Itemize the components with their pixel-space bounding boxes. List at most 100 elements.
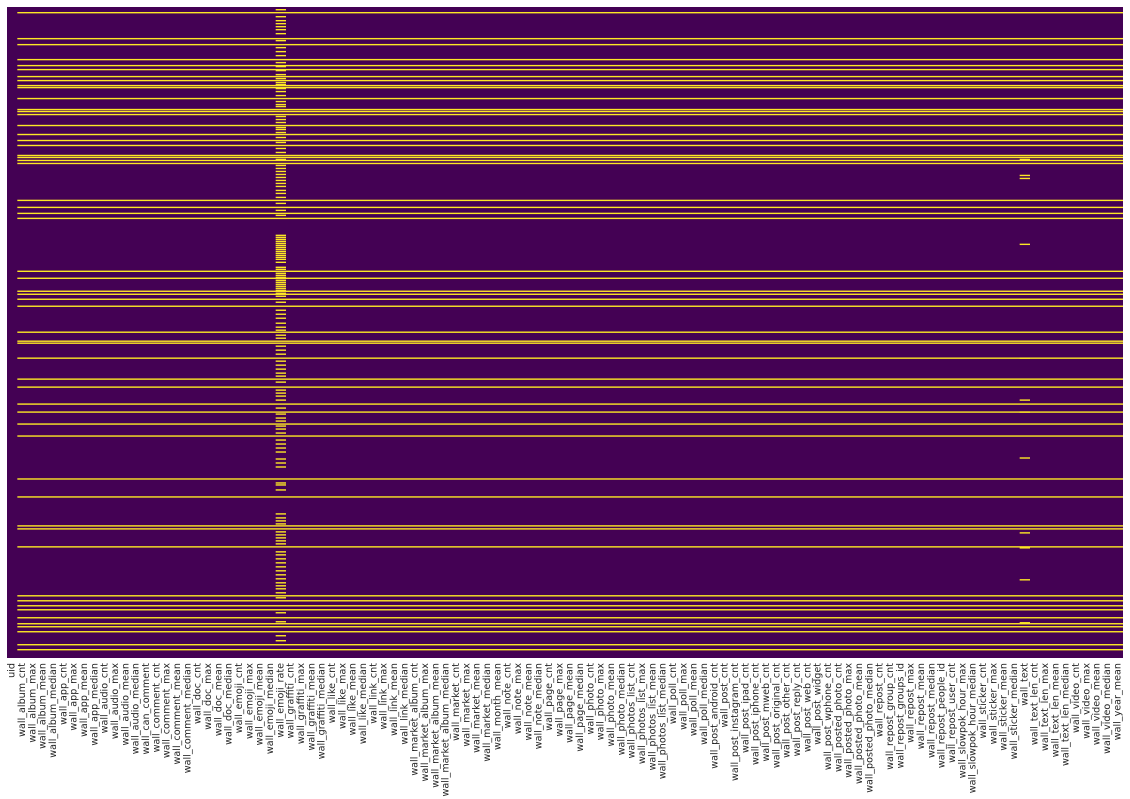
x-tick-label: wall_video_mean xyxy=(1092,663,1103,745)
missing-row-stripe xyxy=(17,435,1124,437)
missing-cell-wall-emoji-rate xyxy=(275,554,286,556)
missing-cell-wall-emoji-rate xyxy=(275,238,286,241)
x-tick-label: wall_post_web_cnt xyxy=(802,663,813,752)
missing-cell-wall-emoji-rate xyxy=(275,295,286,297)
missing-cell-wall-emoji-rate xyxy=(275,185,286,188)
missing-cell-wall-emoji-rate xyxy=(275,240,286,243)
missing-row-stripe xyxy=(17,293,1124,295)
x-tick-label: wall_poll_median xyxy=(699,663,710,745)
missing-cell-wall-emoji-rate xyxy=(275,381,286,383)
missing-cell-wall-emoji-rate xyxy=(275,322,286,324)
x-tick-label: wall_emoji_median xyxy=(265,663,276,754)
missing-cell-wall-emoji-rate xyxy=(275,368,286,370)
missing-cell-wall-text xyxy=(1019,532,1030,534)
x-tick-label: wall_market_album_max xyxy=(420,663,431,782)
missing-row-stripe xyxy=(17,386,1124,388)
missing-row-stripe xyxy=(17,270,1124,272)
x-tick-label: wall_market_max xyxy=(461,663,472,747)
missing-cell-wall-emoji-rate xyxy=(275,179,286,182)
missing-cell-wall-text xyxy=(1019,174,1030,177)
missing-cell-wall-emoji-rate xyxy=(275,176,286,179)
missing-row-stripe xyxy=(17,644,1124,646)
missing-cell-wall-emoji-rate xyxy=(275,131,286,134)
missing-row-stripe xyxy=(17,496,1124,498)
x-tick-label: wall_text_len_median xyxy=(1061,663,1072,766)
x-tick-label: wall_note_median xyxy=(534,663,545,749)
missing-row-stripe xyxy=(17,342,1124,344)
x-tick-label: wall_photos_list_median xyxy=(658,663,669,779)
x-tick-label: wall_album_cnt xyxy=(17,663,28,737)
missing-cell-wall-emoji-rate xyxy=(275,252,286,255)
missing-cell-wall-emoji-rate xyxy=(275,482,286,484)
missing-cell-wall-emoji-rate xyxy=(275,640,286,642)
x-tick-label: wall_repost_groups_id xyxy=(895,663,906,768)
x-tick-label: wall_note_cnt xyxy=(503,663,514,729)
x-tick-label: wall_photo_mean xyxy=(606,663,617,747)
missing-cell-wall-emoji-rate xyxy=(275,32,286,35)
missing-cell-wall-emoji-rate xyxy=(275,317,286,319)
missing-cell-wall-emoji-rate xyxy=(275,50,286,53)
x-tick-label: wall_post_ipad_cnt xyxy=(740,663,751,753)
missing-cell-wall-emoji-rate xyxy=(275,9,286,11)
missing-cell-wall-emoji-rate xyxy=(275,389,286,391)
x-tick-label: wall_app_median xyxy=(89,663,100,746)
x-tick-label: wall_post_widget xyxy=(813,663,824,745)
missing-cell-wall-text xyxy=(1019,243,1030,246)
x-tick-label: wall_poll_max xyxy=(678,663,689,730)
missing-row-stripe xyxy=(17,139,1124,142)
missing-cell-wall-emoji-rate xyxy=(275,25,286,28)
missing-cell-wall-emoji-rate xyxy=(275,87,286,90)
missing-cell-wall-emoji-rate xyxy=(275,214,286,217)
missing-row-stripe xyxy=(17,378,1124,380)
missing-row-stripe xyxy=(17,43,1124,46)
x-tick-label: wall_market_mean xyxy=(472,663,483,753)
missing-cell-wall-emoji-rate xyxy=(275,375,286,377)
x-tick-label: wall_market_album_mean xyxy=(430,663,441,788)
x-tick-label: wall_audio_cnt xyxy=(100,663,111,734)
missing-cell-wall-emoji-rate xyxy=(275,136,286,139)
missing-cell-wall-emoji-rate xyxy=(275,126,286,129)
missing-cell-wall-emoji-rate xyxy=(275,254,286,257)
x-tick-label: wall_photo_median xyxy=(616,663,627,755)
missing-cell-wall-emoji-rate xyxy=(275,462,286,464)
x-tick-label: wall_comment_max xyxy=(162,663,173,758)
missing-cell-wall-emoji-rate xyxy=(275,484,286,486)
x-tick-label: wall_repost_median xyxy=(926,663,937,758)
x-tick-label: wall_repost_max xyxy=(906,663,917,743)
missing-cell-wall-emoji-rate xyxy=(275,256,286,259)
x-tick-label: wall_posted_photo_median xyxy=(864,663,875,793)
x-tick-label: wall_sticker_median xyxy=(1009,663,1020,759)
x-tick-label: wall_doc_mean xyxy=(213,663,224,736)
missing-row-stripe xyxy=(17,277,1124,279)
x-tick-label: wall_doc_max xyxy=(203,663,214,730)
missing-cell-wall-emoji-rate xyxy=(275,65,286,68)
missing-cell-wall-emoji-rate xyxy=(275,523,286,525)
missing-cell-wall-emoji-rate xyxy=(275,313,286,315)
missing-row-stripe xyxy=(17,58,1124,61)
missing-cell-wall-emoji-rate xyxy=(275,242,286,245)
missing-row-stripe xyxy=(17,478,1124,480)
missing-cell-wall-emoji-rate xyxy=(275,189,286,192)
missing-row-stripe xyxy=(17,600,1124,602)
missing-row-stripe xyxy=(17,626,1124,628)
x-tick-label: wall_post_reply_cnt xyxy=(792,663,803,757)
missing-cell-wall-emoji-rate xyxy=(275,158,286,161)
x-tick-label: wall_post_mweb_cnt xyxy=(761,663,772,762)
missing-cell-wall-emoji-rate xyxy=(275,141,286,144)
x-tick-label: wall_album_max xyxy=(27,663,38,743)
missing-cell-wall-emoji-rate xyxy=(275,329,286,331)
missing-cell-wall-emoji-rate xyxy=(275,570,286,572)
missing-cell-wall-emoji-rate xyxy=(275,558,286,560)
missing-row-stripe xyxy=(17,298,1124,300)
x-tick-label: wall_poll_mean xyxy=(689,663,700,736)
x-tick-label: wall_comment_cnt xyxy=(151,663,162,753)
missing-row-stripe xyxy=(17,37,1124,40)
missing-cell-wall-emoji-rate xyxy=(275,337,286,339)
x-tick-label: wall_slowpok_hour_max xyxy=(957,663,968,779)
x-tick-label: wall_repost_user_cnt xyxy=(947,663,958,763)
x-tick-label: wall_page_mean xyxy=(565,663,576,743)
missing-cell-wall-emoji-rate xyxy=(275,349,286,351)
missing-cell-wall-emoji-rate xyxy=(275,520,286,522)
missing-cell-wall-emoji-rate xyxy=(275,537,286,539)
